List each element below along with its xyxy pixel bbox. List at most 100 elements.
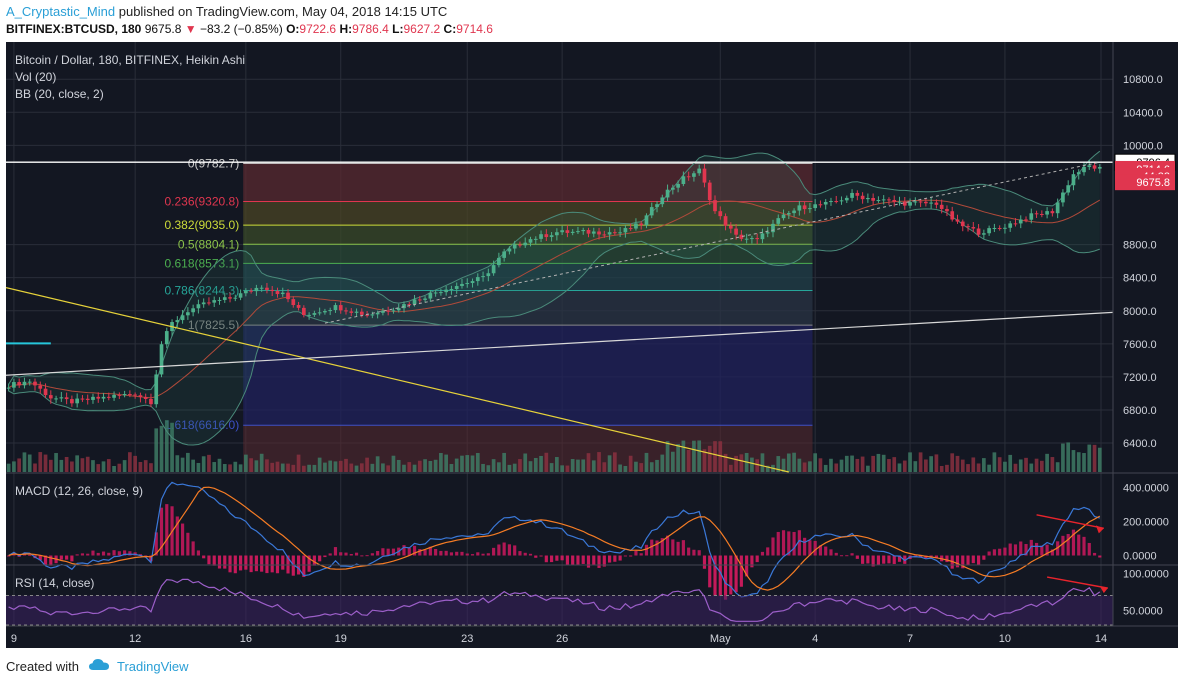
macd-histogram-bar (175, 516, 179, 556)
macd-histogram-bar (1003, 547, 1007, 556)
candle-body (212, 300, 217, 303)
candle-body (143, 397, 148, 399)
candle-body (375, 312, 380, 315)
volume-bar (196, 462, 201, 472)
macd-histogram-bar (349, 553, 353, 556)
volume-bar (249, 458, 253, 472)
candle-body (829, 201, 833, 203)
macd-histogram-bar (623, 555, 627, 557)
candle-body (644, 215, 649, 226)
macd-histogram-bar (523, 552, 527, 556)
macd-histogram-bar (354, 552, 359, 556)
volume-bar (813, 453, 818, 472)
fib-level-label: 0.786(8244.3) (164, 284, 239, 298)
volume-bar (280, 463, 285, 472)
macd-histogram-bar (75, 554, 79, 556)
candle-body (96, 396, 101, 399)
volume-bar (786, 453, 791, 472)
fib-zone (243, 325, 813, 426)
macd-histogram-bar (976, 555, 981, 566)
candle-body (344, 310, 348, 312)
candle-body (27, 381, 32, 383)
macd-histogram-bar (892, 555, 896, 565)
candle-body (386, 310, 391, 312)
price-chart[interactable]: 0(9782.7) 0.236(9320.8) 0.382(9035.0) 0.5(8… (6, 42, 1178, 648)
fib-zone (243, 201, 813, 226)
macd-histogram-bar (655, 540, 659, 556)
candle-body (1071, 174, 1076, 186)
candle-body (1055, 202, 1060, 214)
volume-bar (665, 441, 670, 472)
volume-bar (507, 464, 512, 472)
candle-body (565, 230, 570, 233)
volume-bar (697, 440, 702, 472)
macd-histogram-bar (402, 545, 406, 556)
fib-level-label: 0(9782.7) (188, 156, 239, 170)
fib-level-label: 1.618(6616.0) (164, 418, 239, 432)
macd-histogram-bar (571, 555, 575, 565)
author-link[interactable]: A_Cryptastic_Mind (6, 4, 116, 19)
macd-line (8, 481, 1100, 598)
bb-basis (8, 199, 1101, 399)
volume-bar (887, 459, 891, 472)
x-tick-label: 16 (240, 633, 252, 645)
macd-histogram-bar (339, 552, 343, 556)
volume-bar (681, 440, 686, 472)
volume-bar (133, 455, 137, 472)
macd-histogram-bar (1082, 536, 1086, 556)
candle-body (1003, 227, 1007, 229)
volume-bar (734, 455, 738, 472)
volume-bar (866, 465, 870, 472)
volume-bar (739, 454, 744, 472)
volume-bar (707, 445, 712, 472)
macd-histogram-bar (439, 550, 443, 556)
macd-histogram-bar (897, 555, 902, 562)
macd-histogram-bar (544, 555, 548, 563)
volume-bar (649, 462, 654, 472)
macd-histogram-bar (291, 555, 295, 576)
candle-body (1097, 167, 1102, 169)
symbol-label: BITFINEX:BTCUSD, 180 (6, 22, 142, 36)
macd-histogram-bar (708, 555, 712, 588)
macd-histogram-bar (165, 504, 169, 556)
volume-bar (323, 462, 327, 472)
macd-histogram-bar (1040, 545, 1044, 556)
x-tick-label: 7 (907, 633, 913, 645)
macd-histogram-bar (333, 547, 338, 556)
volume-bar (180, 457, 185, 472)
macd-histogram-bar (434, 548, 438, 556)
candle-body (760, 233, 765, 240)
candle-body (823, 201, 828, 205)
volume-bar (22, 452, 27, 472)
volume-bar (259, 453, 264, 472)
volume-bar (1013, 463, 1018, 472)
macd-histogram-bar (982, 555, 986, 560)
macd-histogram-bar (370, 553, 374, 556)
macd-histogram-bar (966, 555, 970, 566)
macd-histogram-bar (254, 555, 258, 572)
candle-body (43, 388, 48, 396)
chart-area[interactable]: 0(9782.7) 0.236(9320.8) 0.382(9035.0) 0.5(8… (6, 42, 1178, 648)
macd-histogram-bar (792, 531, 796, 556)
volume-bar (750, 457, 754, 472)
volume-bars (6, 420, 1102, 472)
candle-body (481, 276, 485, 278)
macd-histogram-bar (676, 541, 680, 556)
candle-body (259, 287, 264, 289)
macd-histogram-bar (855, 555, 859, 559)
signal-line (8, 486, 1101, 591)
candle-body (539, 234, 543, 239)
candle-body (992, 227, 997, 229)
candle-body (417, 299, 422, 301)
tradingview-link[interactable]: TradingView (117, 659, 189, 674)
candle-body (850, 192, 854, 198)
volume-bar (365, 457, 369, 472)
volume-bar (781, 458, 786, 472)
volume-bar (1061, 443, 1065, 472)
candle-body (428, 293, 433, 299)
candle-body (950, 211, 955, 220)
macd-histogram-bar (86, 553, 90, 556)
candle-body (454, 286, 459, 289)
volume-bar (855, 458, 860, 472)
candle-body (228, 297, 232, 299)
